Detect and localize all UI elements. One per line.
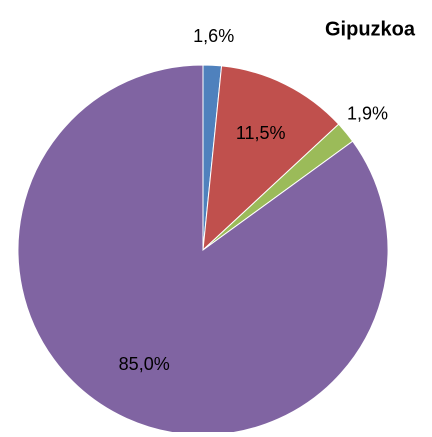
- data-label: 1,6%: [193, 26, 234, 46]
- data-label: 85,0%: [119, 354, 170, 374]
- pie-slice: [17, 64, 389, 436]
- data-label: 1,9%: [347, 103, 388, 123]
- chart-title: Gipuzkoa: [325, 18, 416, 40]
- data-label: 11,5%: [236, 123, 286, 143]
- pie-slice: [202, 65, 340, 252]
